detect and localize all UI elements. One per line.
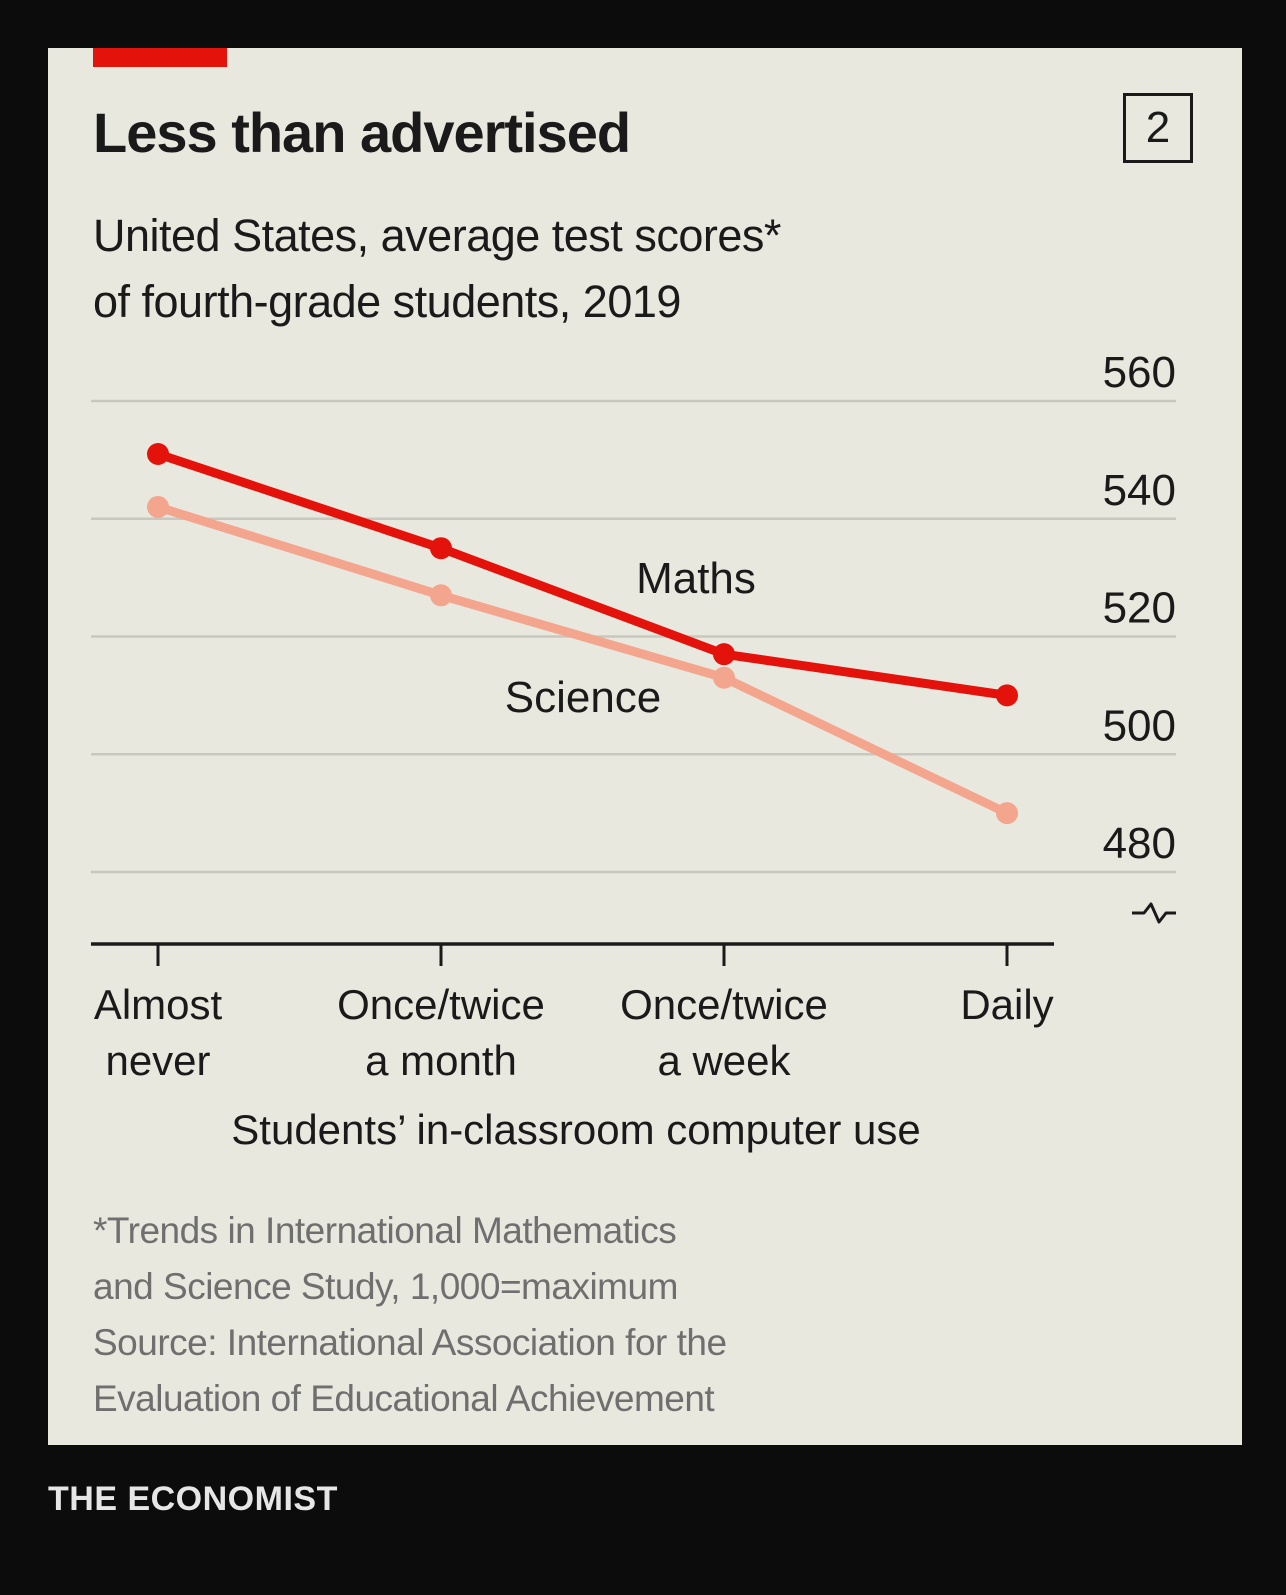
footnote-line: *Trends in International Mathematics [93, 1210, 677, 1251]
subtitle-line: United States, average test scores* [93, 210, 781, 261]
x-axis-title: Students’ in-classroom computer use [231, 1106, 920, 1153]
x-tick-label: Daily [960, 981, 1053, 1028]
y-tick-label: 520 [1103, 584, 1176, 633]
chart-number-badge: 2 [1123, 93, 1193, 163]
accent-tab [93, 48, 227, 67]
line-chart: 480 500 520 540 560 Almost never Once/twice a mo… [91, 348, 1176, 1153]
y-tick-label: 560 [1103, 348, 1176, 397]
data-point-maths [430, 537, 452, 560]
data-point-science [147, 495, 169, 518]
data-point-science [713, 666, 735, 689]
chart-title: Less than advertised [93, 101, 631, 164]
data-point-maths [147, 442, 169, 465]
source-line: Source: International Association for th… [93, 1322, 727, 1363]
footnote: *Trends in International Mathematics and… [93, 1203, 727, 1427]
data-point-maths [713, 643, 735, 666]
chart-subtitle: United States, average test scores* of f… [93, 203, 781, 335]
x-tick-label: Once/twice [337, 981, 545, 1028]
x-tick-label: a week [657, 1037, 791, 1084]
x-tick-label: Almost [94, 981, 223, 1028]
footnote-line: and Science Study, 1,000=maximum [93, 1266, 678, 1307]
data-point-maths [996, 684, 1018, 707]
y-tick-label: 540 [1103, 466, 1176, 515]
series-label-science: Science [505, 673, 662, 722]
series-label-maths: Maths [636, 554, 756, 603]
data-point-science [430, 584, 452, 607]
source-line: Evaluation of Educational Achievement [93, 1378, 715, 1419]
brand-label: THE ECONOMIST [48, 1480, 338, 1518]
y-tick-label: 480 [1103, 819, 1176, 868]
x-tick-label: a month [365, 1037, 517, 1084]
x-tick-label: never [105, 1037, 210, 1084]
series-line-maths [153, 449, 1012, 700]
subtitle-line: of fourth-grade students, 2019 [93, 276, 681, 327]
y-tick-label: 500 [1103, 701, 1176, 750]
x-tick-label: Once/twice [620, 981, 828, 1028]
series-line-science [153, 502, 1012, 818]
data-point-science [996, 802, 1018, 825]
chart-card: Less than advertised 2 United States, av… [48, 48, 1242, 1445]
axis-break-icon [1132, 902, 1176, 924]
